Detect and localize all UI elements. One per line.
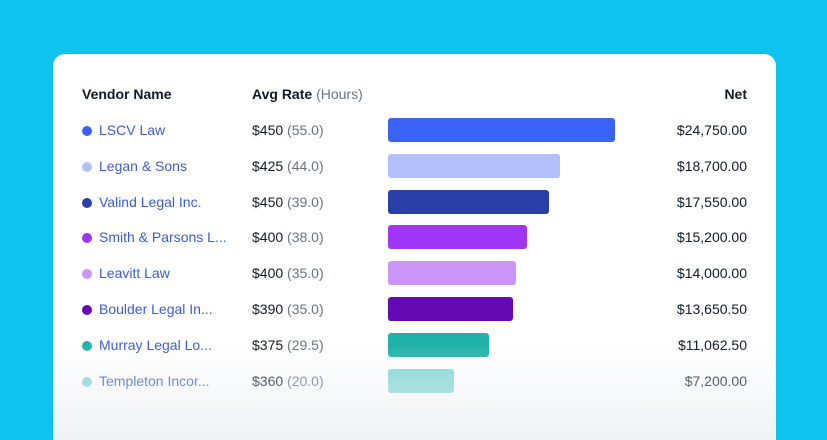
hours-value: (39.0) — [287, 193, 324, 210]
net-bar — [388, 225, 528, 250]
net-value: $24,750.00 — [676, 122, 747, 138]
net-value: $11,062.50 — [677, 336, 747, 353]
net-value: $13,650.50 — [676, 300, 747, 317]
net-bar — [388, 189, 549, 214]
hours-value: (44.0) — [287, 157, 324, 174]
rate-value: $360 — [252, 372, 284, 389]
vendor-name-link[interactable]: Murray Legal Lo... — [99, 336, 212, 353]
legend-dot — [82, 340, 92, 351]
table-row: Valind Legal Inc. $450 (39.0) $17,550.00 — [53, 189, 776, 226]
vendor-name-link[interactable]: LSCV Law — [99, 122, 166, 138]
legend-dot — [82, 161, 92, 172]
table-row: LSCV Law $450 (55.0) $24,750.00 — [53, 118, 776, 154]
rate-value: $450 — [252, 193, 284, 210]
hours-value: (55.0) — [287, 122, 324, 138]
avg-rate-header: Avg Rate (Hours) — [252, 86, 363, 104]
vendor-name-link[interactable]: Boulder Legal In... — [99, 300, 213, 317]
rate-value: $450 — [252, 122, 284, 138]
net-header: Net — [724, 86, 747, 102]
avg-rate-cell: $400 (38.0) — [252, 229, 324, 245]
hours-value: (20.0) — [287, 372, 324, 389]
legend-dot — [82, 233, 92, 244]
net-bar — [388, 368, 455, 393]
net-bar — [388, 118, 615, 142]
table-row: Leavitt Law $400 (35.0) $14,000.00 — [53, 261, 776, 297]
avg-rate-cell: $450 (55.0) — [252, 122, 324, 138]
vendor-name-link[interactable]: Valind Legal Inc. — [99, 193, 202, 210]
rate-value: $375 — [252, 336, 284, 353]
vendor-name-link[interactable]: Smith & Parsons L... — [99, 229, 227, 246]
vendor-rows: LSCV Law $450 (55.0) $24,750.00 Legan & Son… — [53, 118, 776, 404]
net-value: $14,000.00 — [676, 265, 747, 282]
net-bar — [388, 332, 490, 357]
hours-value: (38.0) — [287, 229, 324, 246]
table-row: Boulder Legal In... $390 (35.0) $13,650.50 — [53, 296, 776, 333]
legend-dot — [82, 197, 92, 208]
table-row: Smith & Parsons L... $400 (38.0) $15,200.0… — [53, 225, 776, 261]
net-bar — [388, 261, 517, 286]
net-value: $7,200.00 — [684, 372, 747, 389]
net-bar — [388, 296, 514, 321]
net-bar — [388, 153, 560, 178]
vendor-name-link[interactable]: Legan & Sons — [99, 157, 187, 174]
legend-dot — [82, 269, 92, 280]
net-value: $18,700.00 — [676, 157, 747, 174]
table-row: Legan & Sons $425 (44.0) $18,700.00 — [53, 153, 776, 190]
avg-rate-cell: $375 (29.5) — [252, 337, 324, 353]
hours-value: (29.5) — [287, 336, 324, 353]
avg-rate-cell: $360 (20.0) — [252, 373, 324, 389]
legend-dot — [82, 376, 92, 387]
rate-value: $390 — [252, 300, 284, 317]
rate-value: $400 — [252, 229, 284, 246]
legend-dot — [82, 304, 92, 315]
rate-value: $400 — [252, 265, 284, 282]
rate-value: $425 — [252, 157, 284, 174]
net-value: $17,550.00 — [676, 193, 747, 210]
hours-value: (35.0) — [287, 300, 324, 317]
table-row: Murray Legal Lo... $375 (29.5) $11,062.50 — [53, 332, 776, 369]
vendor-name-header: Vendor Name — [82, 86, 172, 102]
net-value: $15,200.00 — [676, 229, 747, 246]
legend-dot — [82, 126, 92, 136]
hours-value: (35.0) — [287, 265, 324, 282]
vendor-table-card: Vendor Name Avg Rate (Hours) Net LSCV La… — [53, 54, 776, 440]
vendor-name-link[interactable]: Leavitt Law — [99, 265, 170, 282]
vendor-name-link[interactable]: Templeton Incor... — [99, 372, 210, 389]
avg-rate-label: Avg Rate — [252, 86, 313, 102]
avg-rate-cell: $400 (35.0) — [252, 265, 324, 281]
avg-rate-cell: $390 (35.0) — [252, 301, 324, 317]
avg-rate-cell: $425 (44.0) — [252, 158, 324, 174]
avg-rate-unit: (Hours) — [316, 86, 363, 102]
avg-rate-cell: $450 (39.0) — [252, 194, 324, 210]
table-row: Templeton Incor... $360 (20.0) $7,200.00 — [53, 368, 776, 405]
